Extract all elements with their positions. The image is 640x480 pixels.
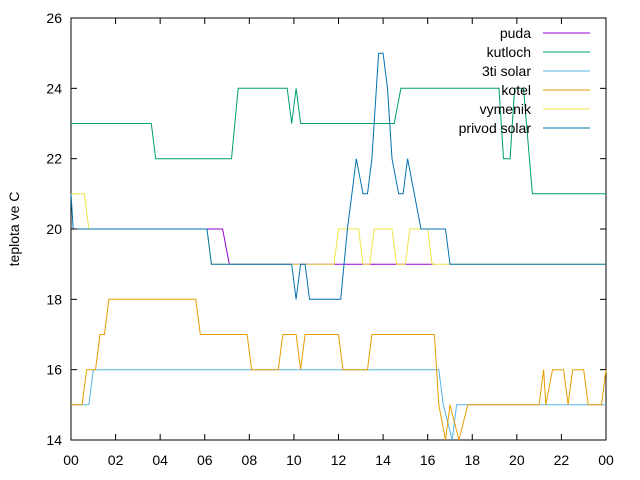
legend-label: vymenik (480, 101, 532, 117)
series-line-puda (71, 228, 435, 265)
series-line-3ti-solar (71, 369, 606, 441)
x-tick-label: 10 (286, 452, 302, 468)
x-tick-label: 00 (63, 452, 79, 468)
x-tick-label: 08 (242, 452, 258, 468)
y-tick-label: 14 (46, 432, 62, 448)
legend-label: puda (500, 25, 531, 41)
y-tick-label: 22 (46, 151, 62, 167)
y-tick-label: 20 (46, 221, 62, 237)
x-tick-label: 04 (152, 452, 168, 468)
x-tick-label: 16 (420, 452, 436, 468)
x-tick-label: 12 (331, 452, 347, 468)
series-line-privod-solar (70, 52, 606, 300)
x-tick-label: 22 (554, 452, 570, 468)
series-line-kotel (71, 298, 607, 441)
legend: puda kutloch 3ti solar kotel vymenik privod s… (459, 25, 590, 136)
series-line-kutloch (71, 87, 606, 195)
legend-label: 3ti solar (482, 63, 531, 79)
y-tick-label: 24 (46, 80, 62, 96)
legend-label: kotel (501, 82, 531, 98)
x-tick-label: 20 (509, 452, 525, 468)
y-tick-label: 26 (46, 10, 62, 26)
x-tick-label: 14 (375, 452, 391, 468)
x-tick-label: 18 (464, 452, 480, 468)
legend-label: privod solar (459, 120, 532, 136)
x-tick-label: 02 (108, 452, 124, 468)
x-tick-label: 00 (598, 452, 614, 468)
legend-label: kutloch (487, 44, 531, 60)
y-axis-label: teplota ve C (6, 192, 22, 267)
series-layer (70, 52, 607, 441)
y-tick-label: 18 (46, 291, 62, 307)
y-tick-label: 16 (46, 362, 62, 378)
x-tick-label: 06 (197, 452, 213, 468)
